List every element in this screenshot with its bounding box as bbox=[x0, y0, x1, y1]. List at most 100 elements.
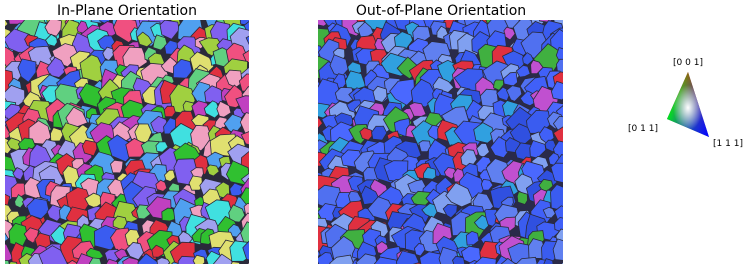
key-label: [0 1 1] bbox=[628, 124, 658, 134]
grain bbox=[5, 20, 9, 28]
grain bbox=[136, 31, 153, 48]
grain bbox=[188, 175, 204, 191]
grain bbox=[177, 255, 197, 264]
grain bbox=[170, 261, 182, 264]
grain bbox=[515, 64, 531, 78]
grain bbox=[229, 182, 243, 197]
grain bbox=[229, 240, 249, 262]
grain bbox=[46, 56, 67, 78]
grain bbox=[473, 256, 497, 264]
grain bbox=[5, 232, 9, 242]
grain bbox=[500, 257, 516, 264]
grain bbox=[422, 166, 437, 180]
grain bbox=[155, 141, 169, 153]
grain bbox=[506, 85, 523, 102]
grain bbox=[371, 125, 388, 141]
grain bbox=[204, 85, 228, 105]
grain bbox=[560, 261, 563, 264]
grain bbox=[442, 203, 458, 219]
grain bbox=[203, 100, 222, 119]
grain bbox=[246, 262, 249, 264]
grain bbox=[212, 253, 234, 264]
grain bbox=[386, 265, 399, 270]
grain bbox=[473, 214, 489, 231]
grain bbox=[12, 166, 25, 181]
grain bbox=[550, 80, 563, 101]
grain bbox=[550, 184, 563, 212]
grain bbox=[44, 33, 58, 47]
grain bbox=[156, 257, 171, 264]
grain bbox=[216, 100, 232, 118]
grain bbox=[461, 245, 482, 264]
grain bbox=[556, 58, 563, 74]
grain bbox=[240, 221, 249, 245]
grain bbox=[242, 50, 249, 63]
grain bbox=[542, 206, 556, 219]
key-label: [1 1 1] bbox=[713, 139, 743, 149]
grain bbox=[539, 20, 553, 23]
grain bbox=[227, 223, 243, 238]
grain bbox=[235, 95, 249, 116]
grain bbox=[78, 82, 102, 108]
grain bbox=[161, 207, 177, 222]
grain bbox=[122, 257, 141, 264]
grain bbox=[550, 28, 563, 52]
grain bbox=[516, 191, 528, 205]
grain bbox=[239, 112, 249, 139]
grain bbox=[125, 241, 145, 261]
in-plane-map bbox=[5, 20, 249, 264]
grain bbox=[206, 164, 220, 177]
grain bbox=[230, 261, 241, 264]
grain bbox=[318, 252, 335, 264]
panel-title: Out-of-Plane Orientation bbox=[356, 3, 526, 19]
grain bbox=[413, 243, 426, 257]
grain bbox=[240, 131, 249, 146]
grain bbox=[240, 187, 249, 208]
grain bbox=[89, 257, 102, 264]
grain bbox=[239, 20, 249, 26]
grain bbox=[554, 216, 563, 233]
grain bbox=[550, 162, 563, 184]
grain bbox=[473, 122, 496, 144]
grain bbox=[164, 169, 176, 182]
grain bbox=[543, 258, 554, 264]
grain bbox=[38, 245, 68, 264]
color-key: [0 0 1] [0 1 1] [1 1 1] bbox=[628, 58, 743, 149]
panel-title: In-Plane Orientation bbox=[57, 3, 197, 19]
grain bbox=[155, 179, 168, 192]
grain bbox=[329, 254, 355, 264]
grain bbox=[26, 197, 50, 220]
grain bbox=[515, 256, 538, 264]
grain bbox=[245, 35, 249, 45]
grain bbox=[552, 126, 563, 147]
grain bbox=[318, 117, 324, 129]
grain bbox=[152, 34, 168, 51]
grain bbox=[552, 238, 563, 261]
grain bbox=[242, 240, 249, 261]
grain bbox=[503, 26, 516, 41]
grain bbox=[465, 230, 480, 246]
grain bbox=[452, 255, 466, 264]
grain bbox=[480, 178, 494, 191]
grain bbox=[8, 261, 18, 264]
grain bbox=[555, 46, 563, 64]
grain bbox=[522, 52, 534, 66]
grain bbox=[81, 139, 98, 157]
grain bbox=[389, 78, 416, 106]
grain bbox=[445, 182, 475, 208]
grain bbox=[5, 243, 14, 264]
grain bbox=[110, 159, 124, 174]
grain bbox=[355, 253, 379, 264]
grain bbox=[395, 250, 420, 264]
out-of-plane-map bbox=[318, 20, 563, 270]
grain bbox=[159, 20, 180, 40]
grain bbox=[163, 105, 176, 118]
grain bbox=[44, 20, 62, 37]
grain bbox=[372, 85, 388, 103]
grain bbox=[5, 259, 10, 264]
grain bbox=[318, 249, 321, 259]
key-label: [0 0 1] bbox=[673, 58, 703, 68]
grain bbox=[192, 254, 206, 264]
grain bbox=[105, 258, 119, 264]
